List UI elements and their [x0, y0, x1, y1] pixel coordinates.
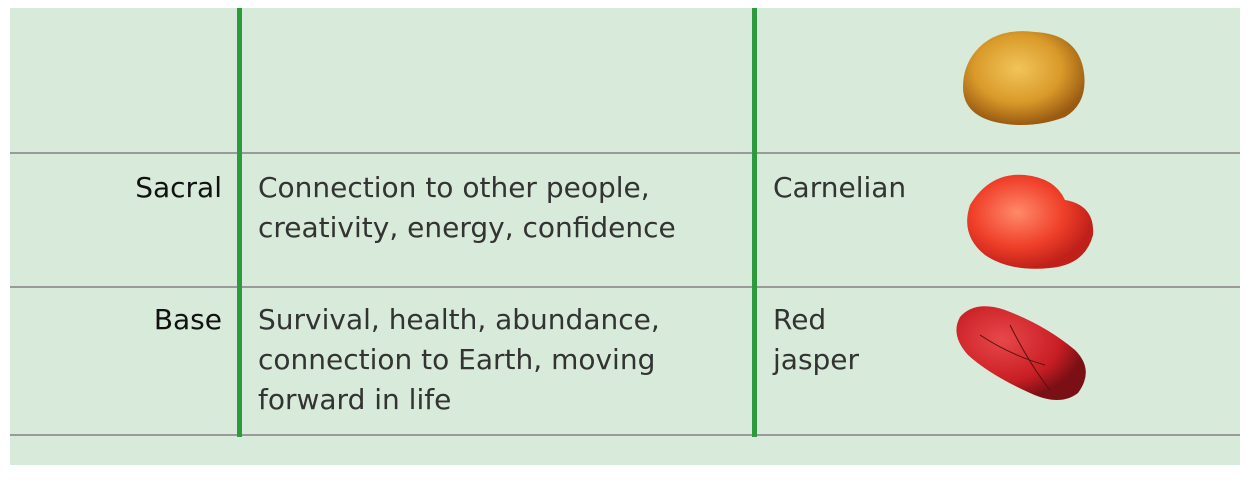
meaning-line: Connection to other people, — [258, 168, 650, 208]
meaning-line: forward in life — [258, 380, 451, 420]
column-divider — [237, 8, 242, 437]
meaning-line: connection to Earth, moving — [258, 340, 655, 380]
stone-name: Carnelian — [773, 168, 906, 208]
meaning-line: Survival, health, abundance, — [258, 300, 660, 340]
row-divider — [10, 152, 1240, 154]
column-divider — [752, 8, 757, 437]
stone-name: jasper — [773, 340, 859, 380]
carnelian-stone-image — [955, 160, 1105, 275]
row-divider — [10, 286, 1240, 288]
chakra-name: Sacral — [22, 168, 222, 208]
amber-stone-image — [955, 22, 1095, 132]
page: Sacral Connection to other people, creat… — [0, 0, 1253, 491]
stone-name: Red — [773, 300, 826, 340]
meaning-line: creativity, energy, confidence — [258, 208, 676, 248]
chakra-name: Base — [22, 300, 222, 340]
red-jasper-stone-image — [950, 295, 1095, 410]
row-divider — [10, 434, 1240, 436]
